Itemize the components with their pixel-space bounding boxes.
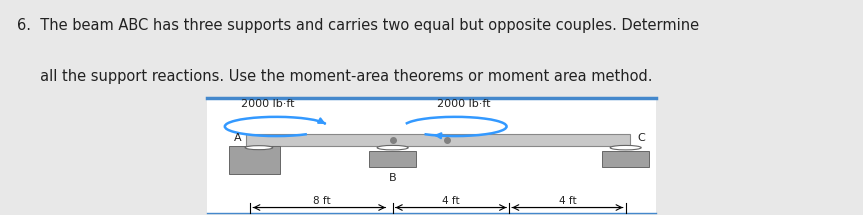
- Text: all the support reactions. Use the moment-area theorems or moment area method.: all the support reactions. Use the momen…: [17, 69, 652, 84]
- Text: C: C: [637, 133, 645, 143]
- Text: 6.  The beam ABC has three supports and carries two equal but opposite couples. : 6. The beam ABC has three supports and c…: [17, 18, 699, 33]
- Circle shape: [245, 146, 273, 150]
- Text: 4 ft: 4 ft: [442, 196, 460, 206]
- FancyBboxPatch shape: [229, 146, 280, 174]
- Text: 8 ft: 8 ft: [312, 196, 331, 206]
- FancyBboxPatch shape: [369, 151, 416, 167]
- FancyBboxPatch shape: [207, 98, 656, 212]
- Text: B: B: [389, 173, 396, 183]
- Text: 2000 lb·ft: 2000 lb·ft: [241, 99, 294, 109]
- Text: 4 ft: 4 ft: [558, 196, 576, 206]
- FancyBboxPatch shape: [602, 151, 650, 167]
- FancyBboxPatch shape: [246, 134, 630, 146]
- Circle shape: [610, 145, 641, 150]
- Circle shape: [377, 145, 408, 150]
- Text: A: A: [234, 133, 242, 143]
- Text: 2000 lb·ft: 2000 lb·ft: [438, 99, 490, 109]
